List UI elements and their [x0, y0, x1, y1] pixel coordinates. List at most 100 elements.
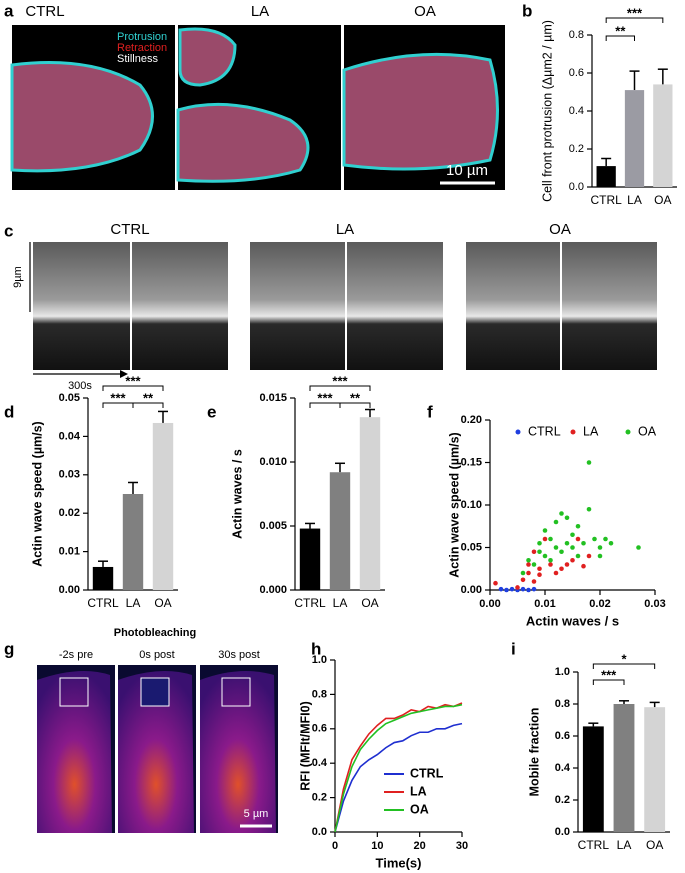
bar [299, 528, 321, 590]
significance-bracket [132, 402, 164, 408]
scale-label: 10 µm [446, 162, 488, 179]
point [603, 536, 608, 542]
significance-bracket [605, 35, 635, 41]
cell-outline [342, 52, 499, 171]
point [531, 549, 537, 555]
point [520, 586, 526, 592]
x-tick-label: OA [654, 193, 671, 207]
point [559, 566, 564, 572]
y-axis-label: Actin wave speed (µm/s) [447, 432, 461, 577]
significance-bracket [102, 385, 164, 391]
point [537, 566, 542, 572]
point [526, 557, 531, 563]
significance-bracket [339, 402, 371, 408]
y-axis-label: Cell front protrusion (Δµm2 / µm) [540, 20, 554, 202]
x-tick-label: OA [646, 838, 663, 852]
y-tick-label: 0.4 [569, 105, 584, 117]
y-tick-label: 0.05 [59, 392, 80, 404]
significance-bracket [592, 679, 625, 685]
point [564, 562, 570, 567]
point [520, 570, 526, 576]
point [531, 562, 537, 567]
column-label: LA [251, 3, 269, 20]
y-tick-label: 0.20 [461, 414, 482, 426]
point [542, 536, 548, 542]
legend-label: CTRL [410, 766, 444, 780]
cell [200, 671, 276, 833]
point [581, 563, 586, 569]
point [553, 570, 559, 576]
y-tick-label: 0.8 [569, 29, 584, 41]
x-axis-label: Time(s) [376, 855, 422, 870]
panel-letter: a [4, 1, 14, 20]
x-scale-label: 300s [68, 380, 92, 392]
y-axis-label: Actin waves / s [230, 449, 244, 539]
x-tick-label: 0.02 [589, 598, 610, 610]
x-tick-label: 0.00 [479, 598, 500, 610]
significance-label: *** [110, 390, 126, 405]
point [608, 540, 614, 546]
y-axis-label: RFI (MFIt/MFI0) [298, 701, 312, 791]
x-tick-label: LA [126, 596, 141, 610]
legend-label: OA [638, 424, 657, 438]
bar [644, 707, 666, 832]
point [592, 536, 597, 542]
kymograph [33, 242, 130, 370]
point [515, 585, 520, 590]
y-tick-label: 0.04 [59, 430, 81, 442]
significance-label: *** [317, 390, 333, 405]
y-tick-label: 0.10 [461, 499, 482, 511]
roi [221, 677, 251, 707]
y-tick-label: 0.8 [312, 688, 327, 700]
point [537, 572, 542, 577]
column-label: -2s pre [59, 649, 93, 661]
x-tick-label: 20 [414, 840, 426, 852]
x-tick-label: CTRL [578, 838, 610, 852]
y-tick-label: 0.0 [569, 181, 584, 193]
x-tick-label: LA [333, 596, 348, 610]
kymograph [562, 242, 657, 370]
y-tick-label: 1.0 [555, 666, 570, 678]
point [548, 557, 553, 563]
panel-letter: b [522, 1, 532, 20]
point [586, 553, 592, 559]
bar [122, 494, 144, 590]
point [570, 557, 575, 563]
x-tick-label: 0.03 [644, 598, 665, 610]
panel-letter: d [4, 402, 14, 421]
y-tick-label: 1.0 [312, 654, 327, 666]
y-tick-label: 0.8 [555, 698, 570, 710]
y-scale-label: 9µm [12, 266, 24, 288]
point [559, 511, 564, 516]
x-tick-label: CTRL [294, 596, 326, 610]
scale-label: 5 µm [244, 808, 269, 820]
panel-letter: e [207, 402, 216, 421]
y-tick-label: 0.03 [59, 469, 80, 481]
cell-outline [10, 61, 154, 173]
legend-label: LA [410, 784, 427, 798]
legend-text: Protrusion [117, 31, 167, 43]
panel-letter: g [4, 639, 14, 658]
bar [582, 726, 604, 832]
point [493, 580, 498, 586]
y-tick-label: 0.2 [555, 794, 570, 806]
roi [59, 677, 89, 707]
point [575, 536, 581, 542]
y-tick-label: 0.6 [312, 723, 327, 735]
significance-label: ** [615, 23, 626, 38]
x-tick-label: OA [154, 596, 171, 610]
point [586, 460, 592, 465]
point [542, 528, 548, 533]
point [553, 519, 559, 525]
point [498, 586, 504, 592]
point [542, 553, 548, 559]
bar [653, 84, 673, 187]
point [526, 587, 531, 593]
legend-marker [570, 429, 576, 435]
bar [596, 166, 616, 187]
y-tick-label: 0.15 [461, 456, 482, 468]
kymograph [250, 242, 345, 370]
cell [37, 671, 112, 833]
point [548, 536, 553, 542]
line [334, 722, 463, 833]
